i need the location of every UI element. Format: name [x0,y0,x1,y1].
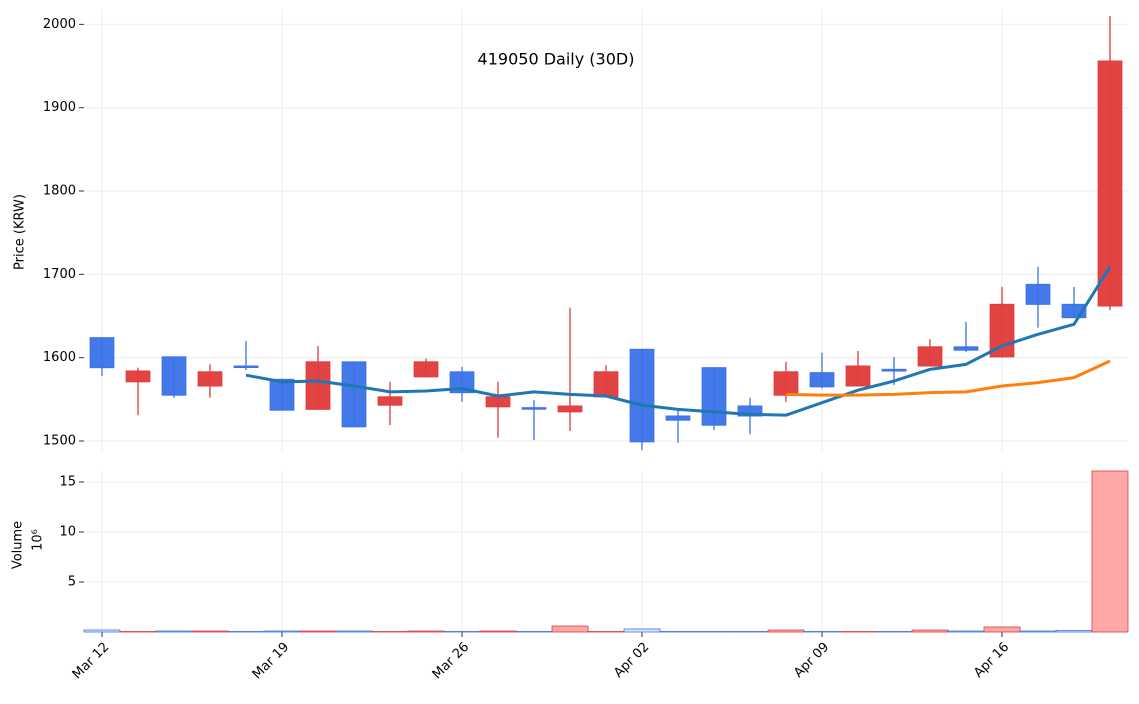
moving-average-line [245,266,1112,417]
candle-body [1025,283,1051,305]
candle-body [89,337,115,369]
volume-bar [1019,630,1057,633]
volume-bar [371,631,409,633]
candle-body [593,371,619,398]
y-tick-label: 5 [68,575,76,590]
volume-bar [983,626,1021,633]
candle-body [809,372,835,388]
candle-body [953,346,979,351]
volume-bar [551,625,589,633]
volume-bar [479,630,517,633]
volume-bar [659,631,697,633]
volume-bar [443,631,481,633]
volume-bar [263,630,301,633]
candle-body [557,405,583,413]
candle-body [845,365,871,387]
candle-body [233,365,259,369]
y-tick-label: 2000 [43,17,76,32]
y-tick-label: 1700 [43,267,76,282]
volume-bar [911,629,949,633]
volume-bar [1091,470,1129,633]
x-tick-label: Mar 19 [250,640,293,683]
x-tick-label: Apr 16 [971,640,1012,681]
volume-bar [191,630,229,633]
candle-body [737,405,763,417]
chart-title: 419050 Daily (30D) [478,50,635,69]
volume-bar [299,630,337,633]
candle-body [881,368,907,372]
volume-bar [695,631,733,633]
volume-bar [947,630,985,633]
candle-body [341,361,367,428]
candle-body [197,371,223,387]
volume-bar [875,631,913,633]
y-tick-label: 15 [59,475,76,490]
candle-body [629,348,655,443]
candle-body [701,367,727,426]
x-tick-label: Mar 12 [70,640,113,683]
candle-body [521,407,547,410]
candle-body [665,415,691,421]
volume-bar [155,630,193,633]
candle-body [161,356,187,396]
candle-body [1097,60,1123,307]
volume-bar [731,631,769,633]
y-tick-label: 10 [59,525,76,540]
y-tick-label: 1900 [43,100,76,115]
volume-bar [335,630,373,633]
volume-bar [587,631,625,633]
volume-bar [1055,630,1093,633]
volume-bar [407,630,445,633]
candle-body [485,396,511,408]
y-axis-label: Price (KRW) [13,194,28,270]
volume-bar [83,629,121,633]
volume-bar [623,628,661,633]
volume-bar [119,631,157,633]
volume-bar [515,631,553,633]
volume-axis-label: Volume [11,521,26,569]
volume-bar [767,629,805,633]
candle-body [269,378,295,411]
moving-average-line [785,359,1111,397]
y-tick-label: 1800 [43,184,76,199]
volume-bar [839,631,877,633]
x-tick-label: Mar 26 [430,640,473,683]
y-tick-label: 1600 [43,350,76,365]
volume-bar [803,631,841,633]
candle-body [125,370,151,383]
candle-body [413,361,439,378]
x-tick-label: Apr 02 [611,640,652,681]
x-tick-label: Apr 09 [791,640,832,681]
candle-body [917,346,943,367]
volume-unit-label: 10⁶ [31,529,46,551]
candle-body [773,371,799,396]
y-tick-label: 1500 [43,434,76,449]
candle-body [305,361,331,410]
volume-bar [227,631,265,633]
candle-body [377,396,403,406]
